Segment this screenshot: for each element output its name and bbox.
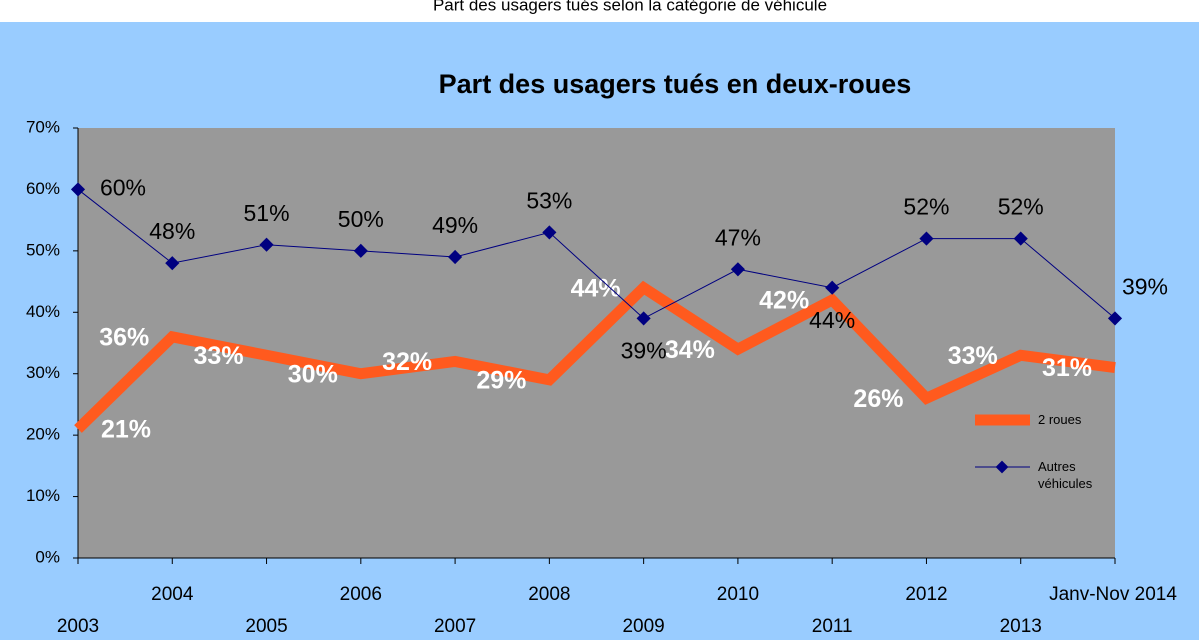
y-tick-label: 70% (26, 117, 60, 136)
x-tick-label: 2008 (528, 584, 570, 605)
legend-entry: 2 roues (1038, 412, 1082, 427)
data-label: 52% (903, 194, 949, 220)
marker (448, 249, 463, 265)
data-label: 44% (571, 274, 621, 302)
y-tick-label: 20% (26, 425, 60, 444)
legend-label: Autres véhicules (1038, 459, 1093, 491)
data-label: 32% (382, 348, 432, 376)
marker (825, 280, 840, 295)
y-tick-label: 30% (26, 363, 60, 382)
marker (353, 243, 368, 258)
marker (1107, 311, 1123, 326)
x-tick-label: 2005 (245, 616, 287, 637)
x-tick-label: 2009 (622, 616, 664, 637)
x-tick-label: Janv-Nov 2014 (1049, 584, 1177, 605)
marker (1013, 231, 1028, 246)
data-label: 39% (1122, 274, 1168, 300)
y-tick-label: 0% (35, 547, 60, 566)
data-label: 51% (244, 200, 290, 226)
marker (165, 256, 180, 271)
data-label: 60% (100, 175, 146, 201)
data-label: 34% (665, 336, 715, 364)
data-label: 33% (194, 342, 244, 370)
legend-label: 2 roues (1038, 412, 1082, 427)
data-label: 52% (998, 194, 1044, 220)
data-label: 39% (621, 338, 667, 364)
data-label: 42% (759, 287, 809, 315)
chart-title: Part des usagers tués en deux-roues (439, 69, 912, 99)
data-label: 48% (149, 218, 195, 244)
data-label: 26% (853, 385, 903, 413)
data-label: 53% (526, 188, 572, 214)
data-label: 44% (809, 307, 855, 333)
data-label: 29% (476, 366, 526, 394)
x-tick-label: 2003 (57, 616, 99, 637)
data-label: 21% (101, 416, 151, 444)
x-tick-label: 2012 (905, 584, 947, 605)
marker (542, 225, 557, 240)
data-label: 33% (948, 342, 998, 370)
data-label: 50% (338, 206, 384, 232)
y-tick-label: 50% (26, 240, 60, 259)
x-tick-label: 2007 (434, 616, 476, 637)
x-tick-label: 2011 (812, 616, 853, 637)
y-tick-label: 10% (26, 486, 60, 505)
x-tick-label: 2004 (151, 584, 194, 605)
legend-entry: Autres véhicules (1038, 459, 1093, 491)
plot-area (78, 128, 1115, 558)
data-label: 36% (99, 323, 149, 351)
series-line (74, 280, 1116, 433)
x-tick-label: 2013 (1000, 616, 1042, 637)
marker (730, 262, 745, 277)
series-line (77, 189, 1116, 320)
data-label: 30% (288, 360, 338, 388)
data-label: 47% (715, 224, 761, 250)
y-tick-label: 60% (26, 179, 60, 198)
x-tick-label: 2006 (340, 584, 382, 605)
y-tick-label: 40% (26, 302, 60, 321)
data-label: 31% (1042, 354, 1092, 382)
x-tick-label: 2010 (717, 584, 759, 605)
data-label: 49% (432, 212, 478, 238)
marker (259, 237, 274, 252)
page-title: Part des usagers tués selon la catégorie… (433, 0, 827, 14)
marker (919, 231, 934, 246)
marker (636, 311, 651, 326)
